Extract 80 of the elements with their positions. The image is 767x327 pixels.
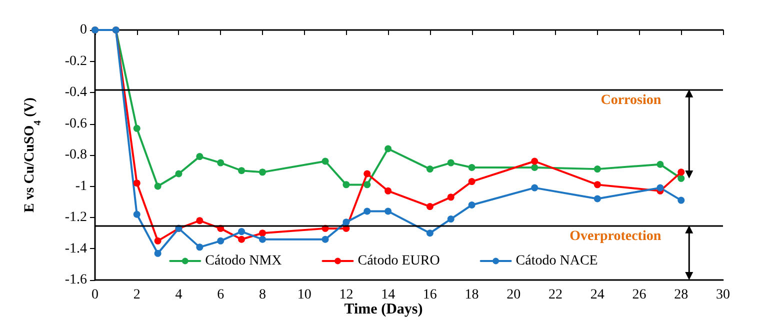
point: [238, 167, 246, 174]
point: [175, 170, 182, 178]
point: [426, 203, 434, 210]
point: [154, 182, 162, 190]
point: [342, 218, 350, 226]
x-tick-label: 18: [464, 288, 479, 302]
point: [238, 228, 246, 236]
point: [531, 164, 538, 171]
point: [154, 250, 162, 257]
y-tick-label: -1.2: [64, 210, 87, 225]
legend-label: Cátodo NACE: [516, 254, 598, 268]
point: [594, 181, 601, 188]
point: [258, 168, 266, 176]
y-tick-label: -1.6: [64, 272, 87, 288]
point: [258, 230, 266, 237]
x-tick-label: 16: [422, 288, 437, 302]
x-tick-label: 6: [217, 288, 224, 302]
point: [364, 170, 371, 178]
point: [531, 158, 538, 165]
x-tick-label: 28: [674, 288, 688, 302]
point: [656, 160, 664, 168]
point: [384, 208, 392, 215]
y-tick-label: -1.4: [64, 241, 87, 256]
point: [468, 202, 476, 208]
point: [447, 194, 454, 201]
point: [678, 174, 685, 182]
point: [594, 195, 601, 202]
x-tick-label: 30: [716, 288, 730, 302]
x-tick-label: 4: [175, 288, 182, 302]
y-tick-label: -0.4: [64, 85, 87, 100]
point: [364, 208, 371, 215]
x-tick-label: 26: [632, 288, 646, 302]
point: [531, 184, 538, 192]
x-tick-label: 8: [258, 288, 266, 302]
x-tick-label: 12: [339, 288, 354, 302]
point: [238, 236, 246, 243]
y-axis-title: E vs Cu/CuSO4 (V): [22, 97, 44, 213]
x-axis-title: Time (Days): [344, 302, 423, 318]
point: [322, 158, 329, 165]
x-tick-label: 2: [133, 288, 140, 302]
point: [384, 145, 392, 152]
point: [426, 230, 434, 237]
point: [196, 217, 204, 224]
x-tick-label: 0: [92, 288, 98, 302]
point: [468, 178, 476, 186]
y-tick-label: -0.8: [64, 148, 87, 162]
x-tick-label: 10: [297, 288, 312, 302]
x-tick-label: 24: [590, 288, 604, 302]
x-tick-label: 14: [381, 288, 396, 302]
y-tick-label: 0: [80, 22, 87, 38]
point: [217, 237, 224, 244]
y-tick-label: -1: [75, 178, 87, 194]
point: [384, 187, 392, 194]
point: [258, 236, 266, 243]
y-tick-label: -0.6: [64, 116, 87, 132]
point: [154, 237, 162, 244]
point: [133, 124, 140, 132]
point: [426, 166, 434, 173]
x-tick-label: 20: [506, 288, 521, 302]
point: [364, 181, 371, 188]
point: [447, 216, 454, 223]
point: [342, 181, 350, 188]
point: [678, 196, 685, 204]
point: [678, 168, 685, 176]
point: [594, 166, 601, 173]
point: [322, 236, 329, 243]
legend-label: Cátodo EURO: [358, 254, 440, 268]
point: [196, 244, 204, 251]
x-tick-label: 22: [548, 288, 563, 302]
annotation: Overprotection: [570, 228, 662, 244]
point: [133, 210, 140, 218]
point: [196, 153, 204, 160]
point: [133, 180, 140, 187]
point: [217, 159, 224, 166]
legend-label: Cátodo NMX: [205, 254, 282, 268]
annotation: Corrosion: [600, 92, 662, 108]
y-tick-label: -0.2: [64, 54, 87, 69]
point: [447, 159, 454, 166]
point: [468, 164, 476, 171]
point: [656, 184, 664, 192]
